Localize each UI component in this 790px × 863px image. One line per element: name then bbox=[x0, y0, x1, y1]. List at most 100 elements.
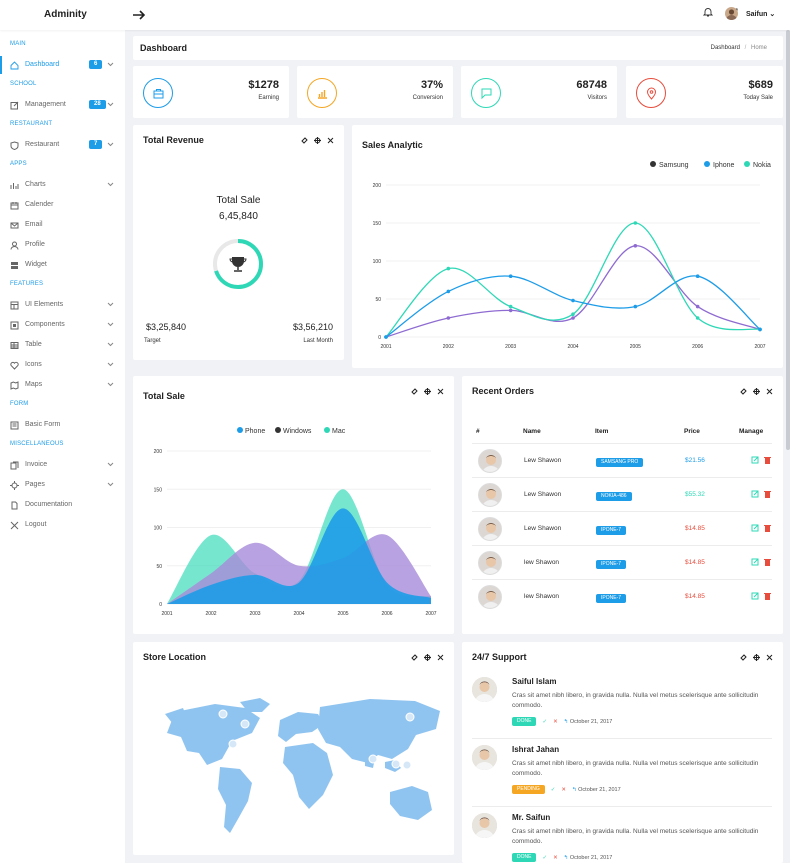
close-icon[interactable] bbox=[437, 388, 444, 395]
settings-icon[interactable] bbox=[314, 137, 321, 144]
sidebar-item-invoice[interactable]: Invoice bbox=[0, 456, 125, 474]
delete-icon[interactable] bbox=[764, 559, 771, 566]
settings-icon[interactable] bbox=[753, 654, 760, 661]
sidebar-item-profile[interactable]: Profile bbox=[0, 236, 125, 254]
brand-logo[interactable]: Adminity bbox=[44, 9, 87, 20]
menu-toggle-icon[interactable] bbox=[132, 8, 146, 22]
settings-icon[interactable] bbox=[753, 388, 760, 395]
user-avatar[interactable] bbox=[725, 7, 738, 20]
x-tick-label: 2007 bbox=[754, 344, 765, 350]
breadcrumb-home[interactable]: Home bbox=[750, 45, 767, 51]
edit-icon[interactable] bbox=[751, 456, 759, 464]
stat-card-earning: $1278 Earning bbox=[133, 66, 289, 118]
table-icon bbox=[10, 342, 19, 349]
data-point bbox=[446, 316, 451, 320]
close-icon[interactable]: ✕ bbox=[553, 718, 558, 725]
column-header: # bbox=[476, 428, 480, 435]
edit-icon[interactable] bbox=[751, 558, 759, 566]
legend-item[interactable]: Windows bbox=[275, 427, 312, 435]
breadcrumb-dashboard[interactable]: Dashboard bbox=[710, 45, 740, 51]
delete-icon[interactable] bbox=[764, 593, 771, 600]
card-title: 24/7 Support bbox=[472, 652, 527, 662]
delete-icon[interactable] bbox=[764, 457, 771, 464]
delete-icon[interactable] bbox=[764, 491, 771, 498]
sales-line-chart: 0 50 100 150 200 2001 2002 2003 2004 2005 2006 2007… bbox=[373, 161, 771, 350]
sidebar-item-dashboard[interactable]: Dashboard 6 bbox=[0, 56, 125, 74]
sidebar-item-label: Components bbox=[25, 321, 65, 328]
divider bbox=[472, 806, 772, 807]
check-icon[interactable]: ✓ bbox=[550, 786, 556, 793]
sidebar-item-label: Basic Form bbox=[25, 421, 61, 428]
reply-icon[interactable]: ↰ bbox=[572, 786, 577, 793]
link-icon[interactable] bbox=[411, 388, 418, 395]
sidebar-item-table[interactable]: Table bbox=[0, 336, 125, 354]
sidebar-item-icons[interactable]: Icons bbox=[0, 356, 125, 374]
data-point bbox=[446, 289, 451, 294]
sidebar-item-email[interactable]: Email bbox=[0, 216, 125, 234]
sidebar-item-maps[interactable]: Maps bbox=[0, 376, 125, 394]
sidebar-item-label: Email bbox=[25, 221, 43, 228]
sidebar-item-charts[interactable]: Charts bbox=[0, 176, 125, 194]
count-badge: 28 bbox=[89, 100, 106, 109]
avatar bbox=[472, 813, 497, 838]
total-sale-card: Total Sale 0 50 100 150 200 2001 2002 2003 2004 2… bbox=[133, 376, 454, 634]
reply-icon[interactable]: ↰ bbox=[563, 718, 569, 725]
support-item: Saiful Islam Cras sit amet nibh libero, i… bbox=[472, 677, 772, 739]
link-icon[interactable] bbox=[411, 654, 418, 661]
close-icon[interactable]: ✕ bbox=[561, 786, 566, 793]
link-icon[interactable] bbox=[301, 137, 308, 144]
sidebar-item-ui-elements[interactable]: UI Elements bbox=[0, 296, 125, 314]
sidebar-item-widget[interactable]: Widget bbox=[0, 256, 125, 274]
edit-icon[interactable] bbox=[751, 592, 759, 600]
item-badge: IPONE-7 bbox=[596, 592, 627, 603]
legend-item[interactable]: Nokia bbox=[744, 161, 771, 169]
sidebar-item-documentation[interactable]: Documentation bbox=[0, 496, 125, 514]
pin-icon bbox=[636, 78, 666, 108]
settings-icon[interactable] bbox=[424, 388, 431, 395]
close-icon[interactable] bbox=[437, 654, 444, 661]
table-row: Lew Shawon NOKIA-486 $55.32 bbox=[472, 477, 772, 511]
legend-item[interactable]: Phone bbox=[237, 427, 265, 435]
customer-name: Lew Shawon bbox=[524, 457, 562, 464]
x-tick-label: 2002 bbox=[205, 611, 216, 617]
link-icon[interactable] bbox=[740, 654, 747, 661]
close-icon[interactable]: ✕ bbox=[553, 854, 558, 861]
link-icon[interactable] bbox=[740, 388, 747, 395]
price: $55.32 bbox=[685, 491, 705, 498]
sidebar-item-management[interactable]: Management 28 bbox=[0, 96, 125, 114]
check-icon[interactable]: ✓ bbox=[542, 854, 548, 861]
legend-item[interactable]: Iphone bbox=[704, 161, 735, 169]
sidebar-item-calender[interactable]: Calender bbox=[0, 196, 125, 214]
total-revenue-card: Total Revenue Total Sale 6,45,840 $3,25,… bbox=[133, 125, 344, 360]
sidebar-item-basic-form[interactable]: Basic Form bbox=[0, 416, 125, 434]
reply-icon[interactable]: ↰ bbox=[563, 854, 569, 861]
bell-icon[interactable] bbox=[703, 7, 713, 17]
sidebar-item-pages[interactable]: Pages bbox=[0, 476, 125, 494]
sidebar-item-restaurant[interactable]: Restaurant 7 bbox=[0, 136, 125, 154]
close-icon[interactable] bbox=[766, 654, 773, 661]
edit-icon[interactable] bbox=[751, 524, 759, 532]
data-point bbox=[633, 221, 638, 225]
delete-icon[interactable] bbox=[764, 525, 771, 532]
price: $21.56 bbox=[685, 457, 705, 464]
world-map[interactable] bbox=[145, 692, 445, 847]
legend-item[interactable]: Mac bbox=[324, 427, 346, 435]
legend-item[interactable]: Samsung bbox=[650, 161, 689, 169]
support-name: Saiful Islam bbox=[512, 677, 557, 686]
series-line bbox=[385, 245, 761, 338]
column-header: Name bbox=[523, 428, 541, 435]
check-icon[interactable]: ✓ bbox=[542, 718, 548, 725]
customer-name: lew Shawon bbox=[524, 593, 560, 600]
close-icon[interactable] bbox=[327, 137, 334, 144]
sidebar-item-logout[interactable]: Logout bbox=[0, 516, 125, 534]
edit-icon[interactable] bbox=[751, 490, 759, 498]
x-tick-label: 2002 bbox=[443, 344, 454, 350]
revenue-progress-ring bbox=[213, 239, 263, 289]
page-scrollbar[interactable] bbox=[786, 30, 790, 450]
close-icon[interactable] bbox=[766, 388, 773, 395]
user-menu[interactable]: Saifun ⌄ bbox=[746, 10, 775, 18]
reply-date: ↰ October 21, 2017 bbox=[572, 787, 621, 793]
settings-icon[interactable] bbox=[424, 654, 431, 661]
column-header: Item bbox=[595, 428, 609, 435]
sidebar-item-components[interactable]: Components bbox=[0, 316, 125, 334]
